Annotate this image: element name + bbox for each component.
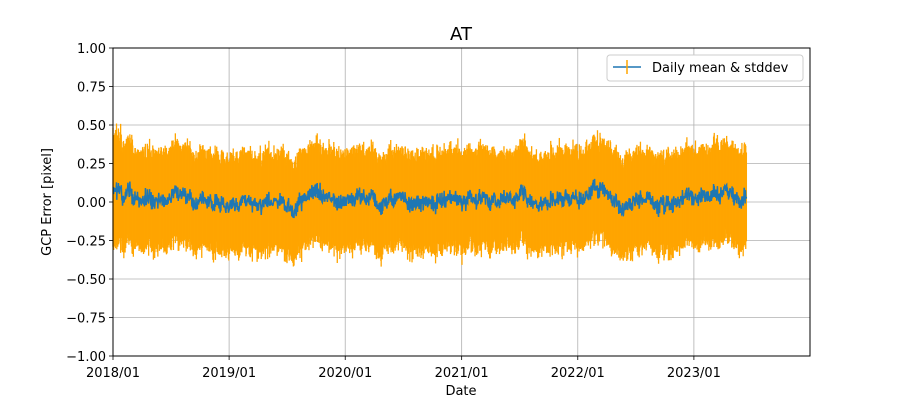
- y-tick-label: −0.25: [66, 235, 106, 250]
- x-tick-label: 2021/01: [435, 366, 489, 381]
- mean-line: [112, 178, 748, 219]
- x-tick-label: 2022/01: [551, 366, 605, 381]
- y-tick-label: 0.50: [77, 119, 106, 134]
- y-tick-label: 0.25: [77, 158, 106, 173]
- y-axis: −1.00 −0.75 −0.50 −0.25 0.00 0.25 0.50 0.75 1.00: [66, 42, 113, 365]
- y-tick-label: 1.00: [77, 42, 106, 57]
- x-tick-label: 2020/01: [318, 366, 372, 381]
- y-tick-label: −0.50: [66, 273, 106, 288]
- legend: Daily mean & stddev: [606, 54, 804, 82]
- x-tick-label: 2018/01: [86, 366, 140, 381]
- chart-title: AT: [450, 24, 473, 45]
- y-tick-label: −0.75: [66, 312, 106, 327]
- y-tick-label: −1.00: [66, 350, 106, 365]
- x-tick-label: 2023/01: [667, 366, 721, 381]
- x-tick-label: 2019/01: [202, 366, 256, 381]
- legend-label: Daily mean & stddev: [652, 61, 789, 76]
- y-tick-label: 0.00: [77, 196, 106, 211]
- y-axis-label: GCP Error [pixel]: [40, 148, 55, 256]
- legend-box: [606, 54, 804, 82]
- x-axis-label: Date: [445, 384, 476, 399]
- errorbars: [112, 123, 748, 267]
- x-axis: 2018/01 2019/01 2020/01 2021/01 2022/01 2023/…: [86, 356, 721, 381]
- y-tick-label: 0.75: [77, 81, 106, 96]
